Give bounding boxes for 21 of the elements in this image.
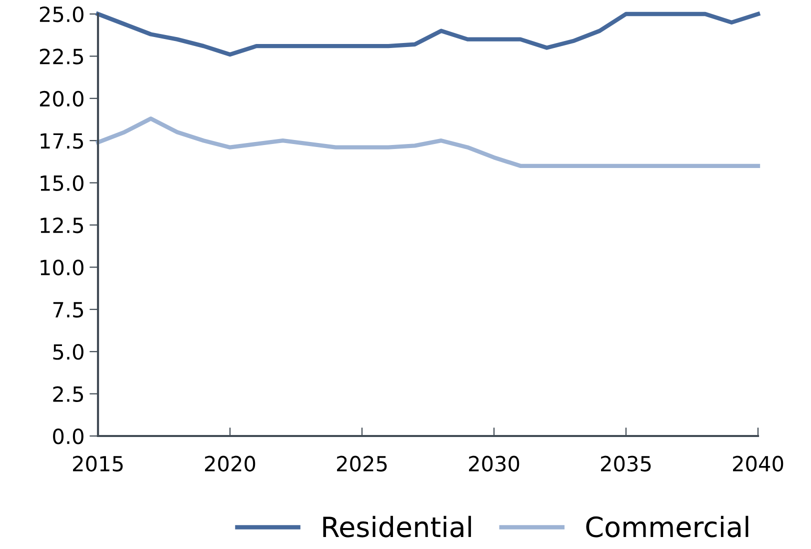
x-tick-label: 2025 xyxy=(337,456,387,472)
y-tick-label: 17.5 xyxy=(40,133,83,149)
x-tick-label: 2015 xyxy=(73,456,123,472)
y-tick-label: 12.5 xyxy=(40,217,83,234)
y-tick-label: 20.0 xyxy=(40,90,84,107)
legend-label: Commercial xyxy=(586,516,748,538)
y-tick-label: 5.0 xyxy=(53,344,84,360)
y-tick-label: 15.0 xyxy=(40,175,84,192)
x-tick-label: 2020 xyxy=(205,456,256,472)
line-series xyxy=(96,116,760,168)
y-tick-label: 2.5 xyxy=(53,386,83,402)
x-tick-label: 2040 xyxy=(733,456,784,472)
x-tick-label: 2035 xyxy=(601,456,651,472)
y-tick-label: 7.5 xyxy=(53,302,83,318)
y-tick-label: 25.0 xyxy=(40,6,84,22)
y-tick-label: 10.0 xyxy=(40,260,84,276)
y-tick-label: 22.5 xyxy=(40,48,83,64)
line-series xyxy=(96,12,760,57)
x-tick-label: 2030 xyxy=(469,456,520,472)
legend-label: Residential xyxy=(323,516,471,538)
y-tick-label: 0.0 xyxy=(53,428,84,444)
